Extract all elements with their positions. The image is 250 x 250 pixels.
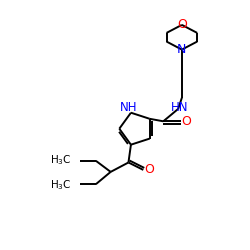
Text: H$_3$C: H$_3$C bbox=[50, 178, 71, 192]
Text: NH: NH bbox=[120, 101, 137, 114]
Text: N: N bbox=[177, 43, 186, 56]
Text: O: O bbox=[144, 164, 154, 176]
Text: H$_3$C: H$_3$C bbox=[50, 153, 71, 167]
Text: O: O bbox=[181, 115, 191, 128]
Text: HN: HN bbox=[171, 101, 188, 114]
Text: O: O bbox=[177, 18, 187, 31]
